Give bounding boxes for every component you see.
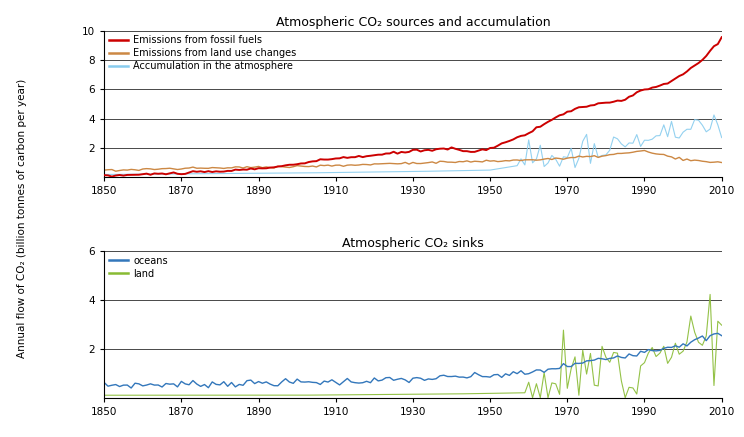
- Legend: oceans, land: oceans, land: [109, 256, 168, 279]
- Legend: Emissions from fossil fuels, Emissions from land use changes, Accumulation in th: Emissions from fossil fuels, Emissions f…: [109, 35, 297, 71]
- Text: Annual flow of CO₂ (billion tonnes of carbon per year): Annual flow of CO₂ (billion tonnes of ca…: [17, 79, 28, 358]
- Title: Atmospheric CO₂ sources and accumulation: Atmospheric CO₂ sources and accumulation: [275, 17, 551, 29]
- Title: Atmospheric CO₂ sinks: Atmospheric CO₂ sinks: [342, 237, 484, 250]
